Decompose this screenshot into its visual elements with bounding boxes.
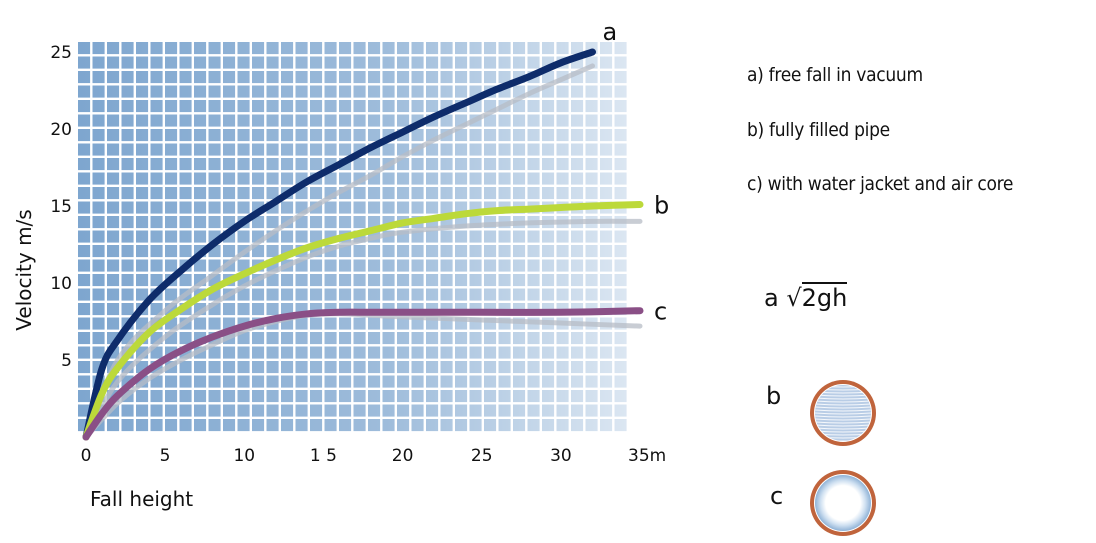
series-curves bbox=[82, 48, 644, 441]
curve-label-c: c bbox=[654, 298, 667, 326]
x-tick-label: 1 5 bbox=[310, 446, 337, 466]
x-tick-label: 30 bbox=[550, 446, 572, 466]
formula-expression: 2gh bbox=[801, 282, 848, 312]
legend-item-a: a) free fall in vacuum bbox=[747, 64, 923, 86]
pipe-jacket-diagram bbox=[810, 470, 876, 536]
x-tick-labels: 0 5 10 1 5 20 25 30 35m bbox=[81, 446, 667, 466]
x-tick-label: 5 bbox=[160, 446, 171, 466]
legend-item-c: c) with water jacket and air core bbox=[747, 173, 1014, 195]
diagram-label-b: b bbox=[766, 382, 782, 410]
water-line bbox=[815, 403, 871, 406]
y-tick-label: 10 bbox=[50, 274, 72, 294]
water-line bbox=[815, 427, 871, 430]
y-tick-label: 20 bbox=[50, 120, 72, 140]
water-line bbox=[815, 415, 871, 418]
curve-labels: a b c bbox=[603, 18, 670, 326]
water-line bbox=[815, 421, 871, 424]
x-tick-label: 0 bbox=[81, 446, 92, 466]
water-line bbox=[815, 397, 871, 400]
x-tick-label: 10 bbox=[233, 446, 255, 466]
y-tick-label: 5 bbox=[61, 351, 72, 371]
series-line-a bbox=[82, 48, 596, 441]
formula: a √2gh bbox=[764, 282, 848, 312]
y-tick-labels: 5 10 15 20 25 bbox=[50, 43, 72, 371]
x-tick-label: 20 bbox=[392, 446, 414, 466]
pipe-filled-diagram bbox=[810, 380, 876, 446]
y-tick-label: 25 bbox=[50, 43, 72, 63]
diagram-label-c: c bbox=[770, 482, 784, 510]
y-tick-label: 15 bbox=[50, 197, 72, 217]
shadow-curve-a bbox=[83, 63, 595, 440]
x-tick-label: 35m bbox=[628, 446, 666, 466]
curve-label-b: b bbox=[654, 192, 669, 220]
x-axis-title: Fall height bbox=[90, 487, 193, 511]
water-line bbox=[815, 406, 871, 409]
x-tick-label: 25 bbox=[471, 446, 493, 466]
curve-label-a: a bbox=[603, 18, 618, 46]
series-line-c bbox=[82, 307, 644, 441]
water-line bbox=[815, 409, 871, 412]
shadow-curve-b bbox=[83, 218, 643, 440]
water-line bbox=[815, 424, 871, 427]
sqrt-sign: √ bbox=[786, 284, 802, 312]
water-line bbox=[815, 400, 871, 403]
formula-label: a bbox=[764, 284, 779, 312]
water-line bbox=[815, 418, 871, 421]
series-line-b bbox=[82, 201, 644, 441]
legend-item-b: b) fully filled pipe bbox=[747, 119, 890, 141]
water-line bbox=[815, 412, 871, 415]
water-jacket-c bbox=[815, 475, 871, 531]
y-axis-title: Velocity m/s bbox=[12, 209, 36, 330]
